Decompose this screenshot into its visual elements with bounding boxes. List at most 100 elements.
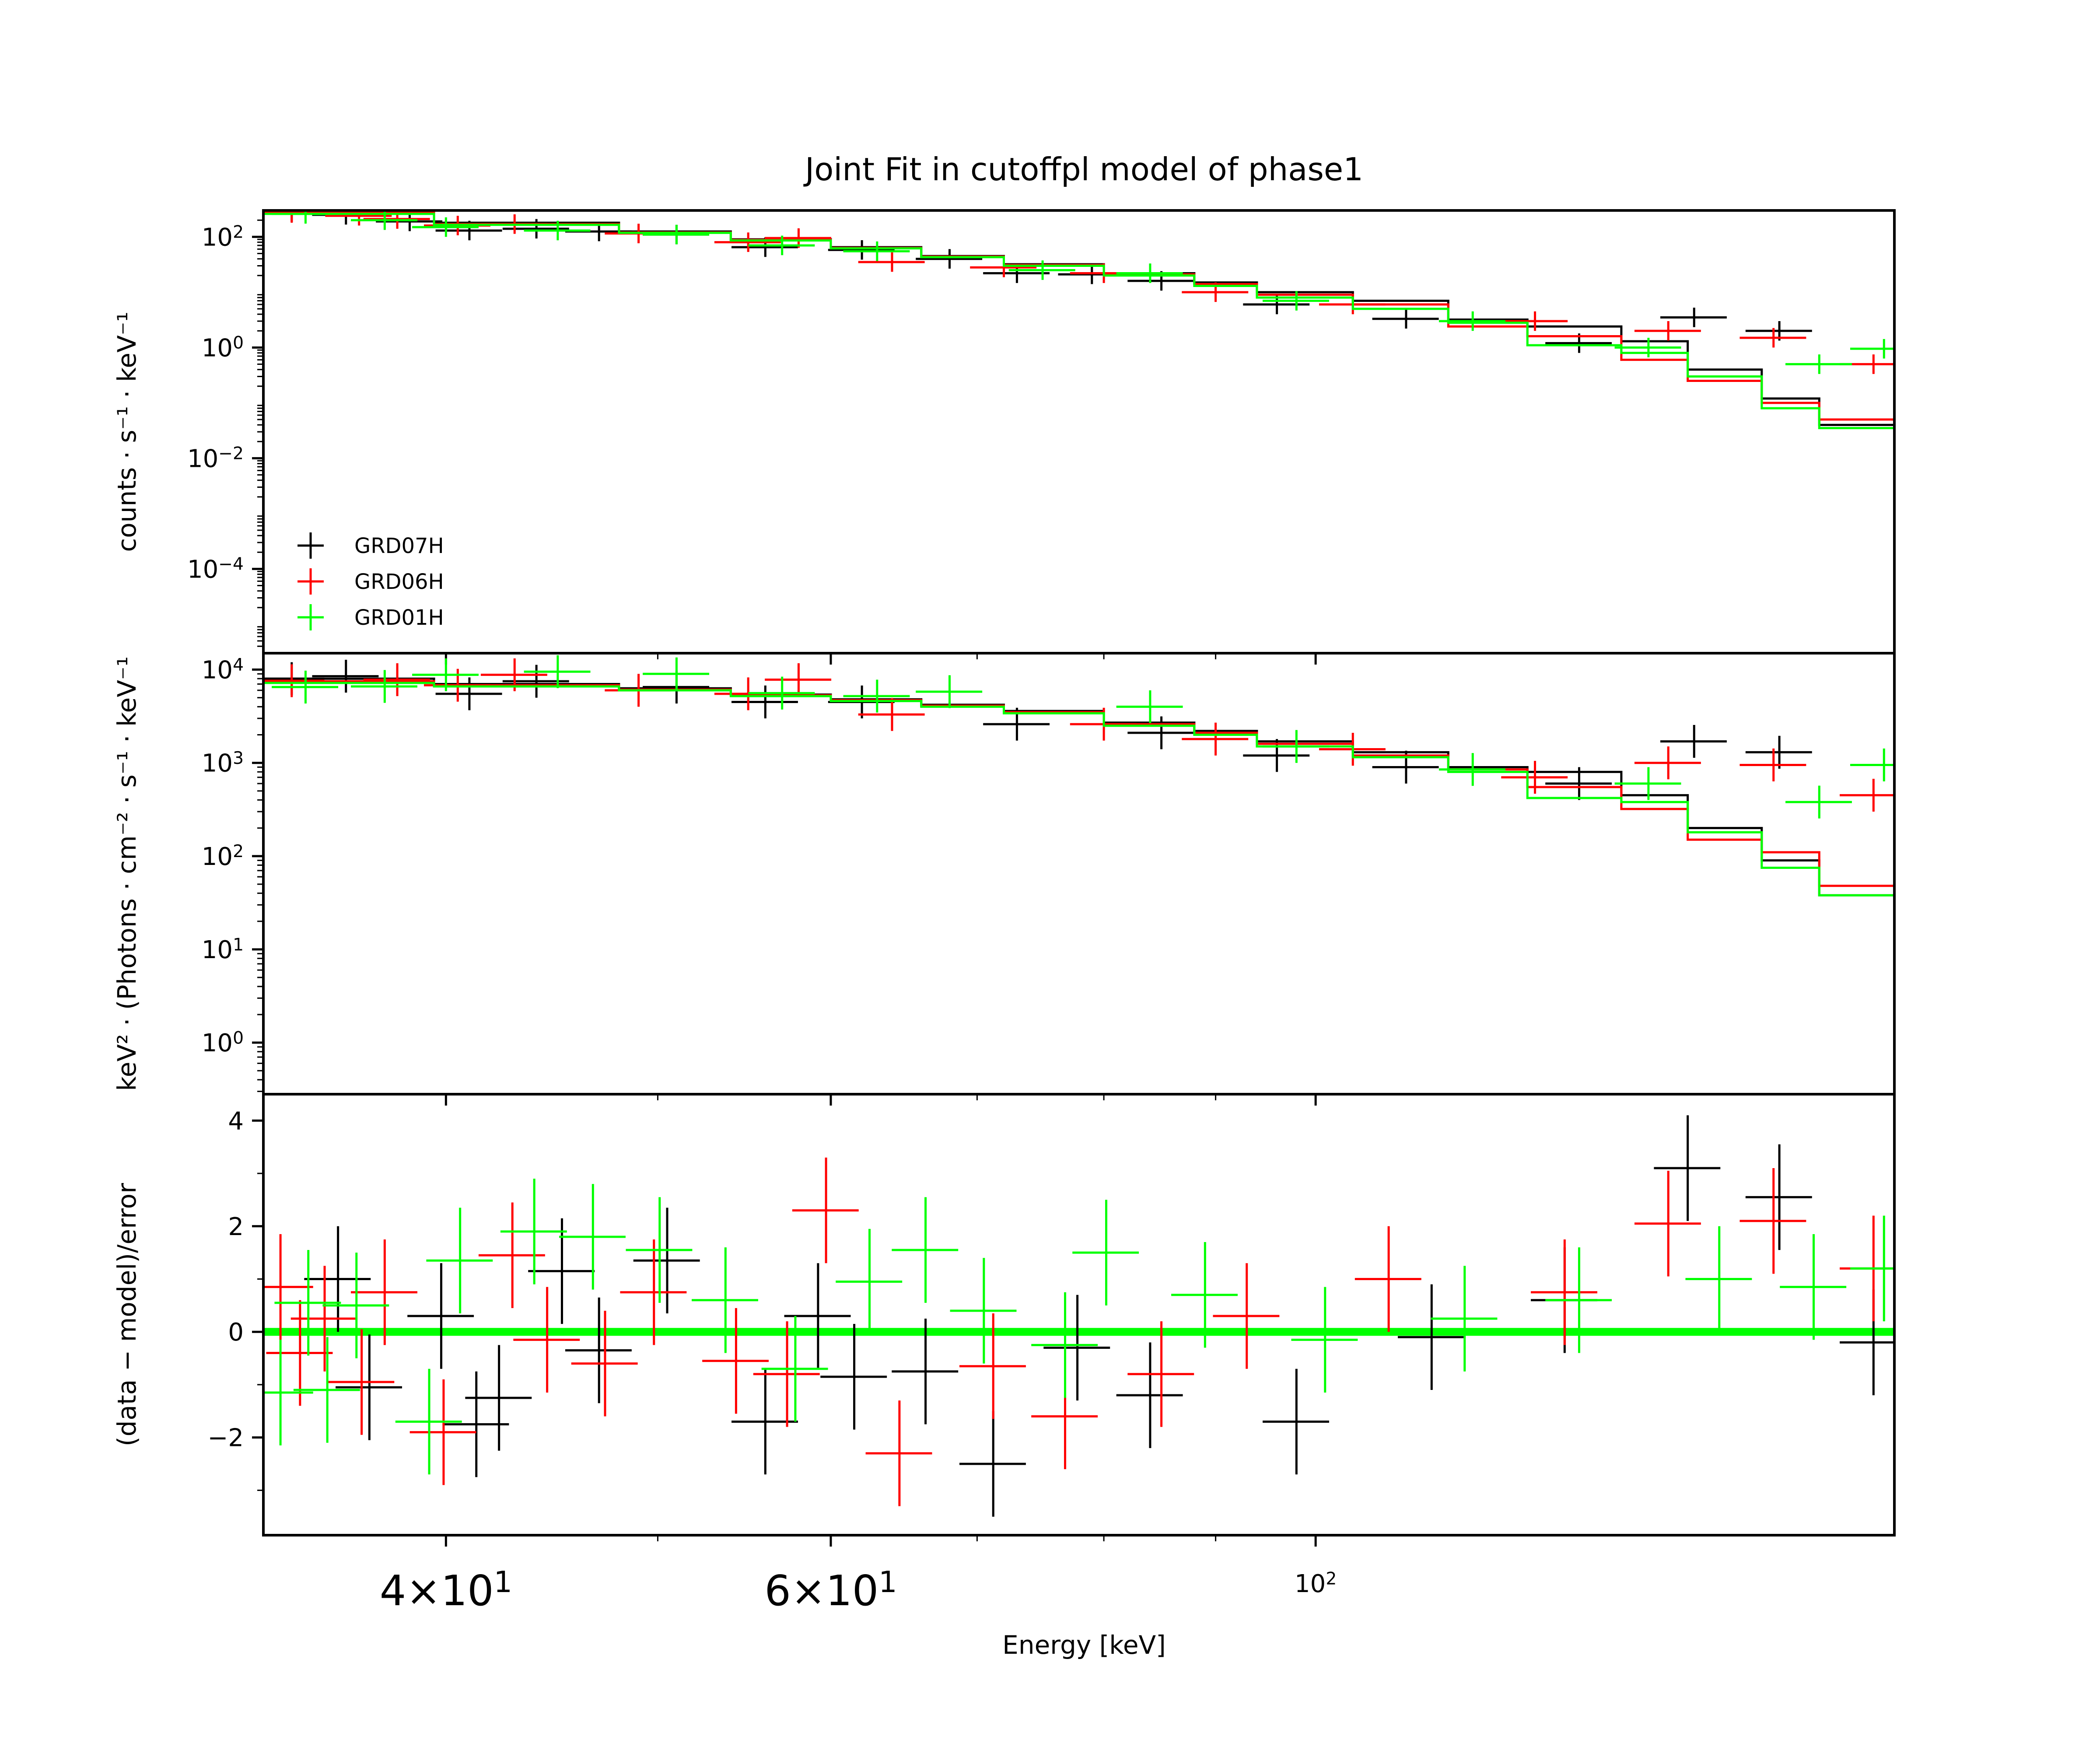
x-axis-ticks: 4×101 6×101 102 — [380, 1565, 1337, 1615]
data-point-grd07h — [304, 1226, 371, 1332]
data-point-grd01h — [1850, 1215, 1894, 1322]
data-point-grd06h — [1213, 1263, 1280, 1369]
data-point-grd01h — [643, 657, 710, 690]
y-tick-label: 100 — [202, 333, 244, 363]
panel-frame — [262, 209, 1896, 654]
panel-unfolded: 104 103 102 101 100 keV² · (Photons · cm⁻² · … — [112, 652, 1896, 1106]
data-point-grd01h — [412, 658, 479, 691]
y-ticks-unfolded: 104 103 102 101 100 — [202, 655, 1317, 1106]
legend-label: GRD07H — [354, 534, 444, 558]
x-tick-label: 4×101 — [380, 1565, 512, 1615]
data-point-grd06h — [1634, 1171, 1701, 1277]
data-point-grd06h — [959, 1313, 1026, 1419]
legend-label: GRD06H — [354, 570, 444, 594]
data-point-grd06h — [753, 1321, 820, 1427]
data-point-grd07h — [336, 1334, 402, 1440]
data-point-grd01h — [892, 1197, 959, 1303]
y-ticks-residuals: 4 2 0 −2 — [207, 1107, 1317, 1547]
data-point-grd06h — [1501, 311, 1568, 331]
data-point-grd06h — [1182, 722, 1249, 756]
data-point-grd06h — [571, 1310, 638, 1417]
y-tick-label: 0 — [228, 1318, 244, 1347]
data-point-grd01h — [843, 241, 910, 261]
data-point-grd06h — [1127, 1321, 1194, 1427]
data-point-grd06h — [792, 1157, 859, 1264]
data-point-grd06h — [865, 1400, 932, 1506]
data-point-grd07h — [407, 1263, 474, 1369]
y-tick-label: 102 — [202, 223, 244, 252]
data-point-grd06h — [1634, 746, 1701, 780]
y-tick-label: 4 — [228, 1107, 244, 1135]
model-line-grd07h — [263, 210, 1894, 426]
data-point-grd07h — [916, 249, 983, 269]
data-point-grd07h — [1372, 309, 1439, 329]
data-point-grd06h — [363, 663, 430, 696]
data-point-grd07h — [502, 665, 569, 698]
data-point-grd01h — [559, 1184, 626, 1290]
data-point-grd01h — [1291, 1287, 1358, 1393]
data-point-grd07h — [959, 1411, 1026, 1517]
data-point-grd07h — [565, 1297, 632, 1404]
data-point-grd01h — [1614, 767, 1681, 800]
y-axis-label-residuals: (data − model)/error — [112, 1183, 142, 1446]
data-point-grd07h — [820, 1324, 887, 1430]
panel-residuals-data — [263, 1115, 1894, 1517]
data-point-grd07h — [465, 1345, 532, 1451]
data-point-grd07h — [828, 240, 895, 260]
data-point-grd01h — [1031, 1292, 1098, 1398]
data-point-grd06h — [714, 232, 781, 252]
x-axis-label: Energy [keV] — [1002, 1630, 1166, 1660]
data-point-grd06h — [1634, 321, 1701, 341]
data-point-grd01h — [748, 235, 815, 256]
data-point-grd06h — [1740, 748, 1806, 781]
y-axis-label-counts: counts · s⁻¹ · keV⁻¹ — [112, 312, 142, 552]
data-point-grd01h — [1431, 1266, 1498, 1372]
data-point-grd01h — [412, 217, 479, 237]
data-point-grd06h — [263, 1234, 313, 1340]
data-point-grd01h — [1116, 690, 1183, 723]
data-point-grd06h — [1740, 328, 1806, 348]
data-point-grd01h — [1785, 354, 1852, 374]
y-tick-label: 100 — [202, 1029, 244, 1058]
data-point-grd06h — [1354, 1226, 1421, 1332]
data-point-grd06h — [513, 1287, 580, 1393]
data-point-grd01h — [836, 1228, 903, 1335]
data-point-grd01h — [1545, 1247, 1612, 1353]
chart-title: Joint Fit in cutoffpl model of phase1 — [803, 151, 1363, 188]
data-point-grd01h — [626, 1197, 693, 1303]
data-point-grd07h — [442, 1371, 509, 1477]
data-point-grd06h — [263, 664, 325, 697]
y-tick-label: −2 — [207, 1424, 244, 1452]
model-line-grd01h — [263, 682, 1894, 896]
data-point-grd06h — [290, 1266, 357, 1372]
data-point-grd01h — [1008, 260, 1075, 280]
data-point-grd01h — [1263, 730, 1329, 763]
legend-entry: GRD01H — [298, 604, 444, 630]
data-point-grd01h — [692, 1247, 758, 1353]
legend-entry: GRD06H — [298, 568, 444, 595]
data-point-grd06h — [1740, 1168, 1806, 1274]
data-point-grd01h — [524, 220, 591, 241]
data-point-grd01h — [748, 676, 815, 710]
data-point-grd01h — [1780, 1234, 1847, 1340]
y-axis-label-unfolded: keV² · (Photons · cm⁻² · s⁻¹ · keV⁻¹ — [112, 656, 142, 1091]
panel-counts-data — [263, 210, 1894, 430]
data-point-grd07h — [1263, 1368, 1329, 1475]
x-tick-label: 6×101 — [764, 1565, 897, 1615]
panel-frame — [262, 1093, 1896, 1536]
data-point-grd01h — [351, 210, 417, 230]
data-point-grd01h — [1685, 1226, 1752, 1332]
model-line-grd01h — [263, 213, 1894, 430]
data-point-grd07h — [633, 1208, 700, 1313]
data-point-grd01h — [643, 224, 710, 245]
data-point-grd01h — [761, 1316, 828, 1422]
data-point-grd01h — [524, 655, 591, 688]
data-point-grd07h — [1043, 1295, 1110, 1401]
data-point-grd01h — [1785, 785, 1852, 819]
data-point-grd06h — [1531, 1239, 1597, 1345]
legend-entry: GRD07H — [298, 532, 444, 559]
data-point-grd01h — [950, 1258, 1017, 1364]
data-point-grd07h — [1127, 716, 1194, 749]
panel-counts: 102 100 10−2 10−4 counts · s⁻¹ · keV⁻¹ — [112, 209, 1896, 665]
model-line-grd06h — [263, 211, 1894, 421]
